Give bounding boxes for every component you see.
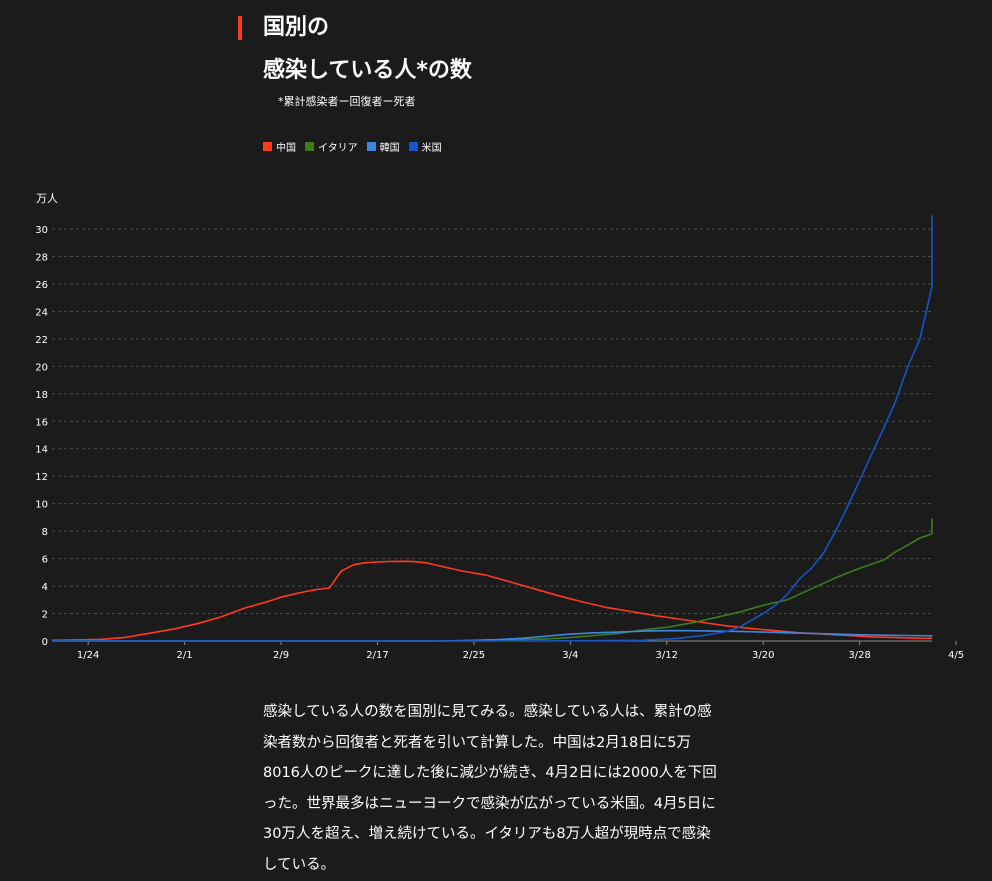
y-tick-label: 10 xyxy=(35,500,48,511)
series-line-1 xyxy=(52,518,933,642)
x-tick-label: 2/25 xyxy=(463,650,485,661)
series-line-0 xyxy=(51,560,932,642)
y-tick-label: 12 xyxy=(35,472,48,483)
legend-item-usa: 米国 xyxy=(408,139,442,154)
article-body-text: 感染している人の数を国別に見てみる。感染している人は、累計の感染者数から回復者と… xyxy=(263,704,717,873)
x-tick-label: 2/17 xyxy=(366,650,388,661)
legend-item-china: 中国 xyxy=(263,139,296,154)
y-tick-label: 2 xyxy=(42,610,48,621)
page-title-line1: 国別の xyxy=(263,15,330,40)
x-tick-label: 2/9 xyxy=(273,650,289,661)
legend-swatch-usa xyxy=(408,142,418,151)
y-tick-label: 30 xyxy=(35,225,48,236)
x-tick-label: 3/20 xyxy=(752,650,774,661)
title-accent-bar xyxy=(238,16,242,40)
legend-swatch-china xyxy=(263,142,272,151)
y-tick-label: 16 xyxy=(35,417,48,428)
legend-swatch-korea xyxy=(366,142,376,151)
x-tick-label: 3/28 xyxy=(848,650,870,661)
series-line-3 xyxy=(52,215,933,642)
y-tick-label: 6 xyxy=(42,555,48,566)
legend-item-korea: 韓国 xyxy=(366,139,400,154)
page-subtitle: *累計感染者ー回復者ー死者 xyxy=(278,95,416,108)
y-tick-label: 24 xyxy=(35,307,48,318)
chart-legend: 中国 イタリア 韓国 米国 xyxy=(263,139,442,154)
y-tick-label: 14 xyxy=(35,445,48,456)
legend-label-italy: イタリア xyxy=(318,143,358,154)
y-axis-label: 万人 xyxy=(36,192,58,205)
x-tick-label: 4/5 xyxy=(948,650,964,661)
y-tick-label: 20 xyxy=(35,362,48,373)
legend-label-usa: 米国 xyxy=(421,143,442,154)
legend-label-korea: 韓国 xyxy=(379,143,400,154)
y-tick-label: 8 xyxy=(42,527,48,538)
legend-swatch-italy xyxy=(305,142,314,151)
y-tick-label: 4 xyxy=(42,582,48,593)
series-line-2 xyxy=(52,629,933,642)
x-tick-label: 2/1 xyxy=(177,650,193,661)
y-tick-label: 0 xyxy=(42,637,48,648)
y-tick-label: 22 xyxy=(35,335,48,346)
y-tick-label: 18 xyxy=(35,390,48,401)
legend-label-china: 中国 xyxy=(276,143,296,154)
x-tick-label: 3/4 xyxy=(562,650,578,661)
y-tick-label: 28 xyxy=(35,252,48,263)
x-tick-label: 1/24 xyxy=(77,650,99,661)
page-title-line2: 感染している人*の数 xyxy=(263,58,472,83)
x-tick-label: 3/12 xyxy=(656,650,678,661)
legend-item-italy: イタリア xyxy=(305,139,358,154)
y-tick-label: 26 xyxy=(35,280,48,291)
